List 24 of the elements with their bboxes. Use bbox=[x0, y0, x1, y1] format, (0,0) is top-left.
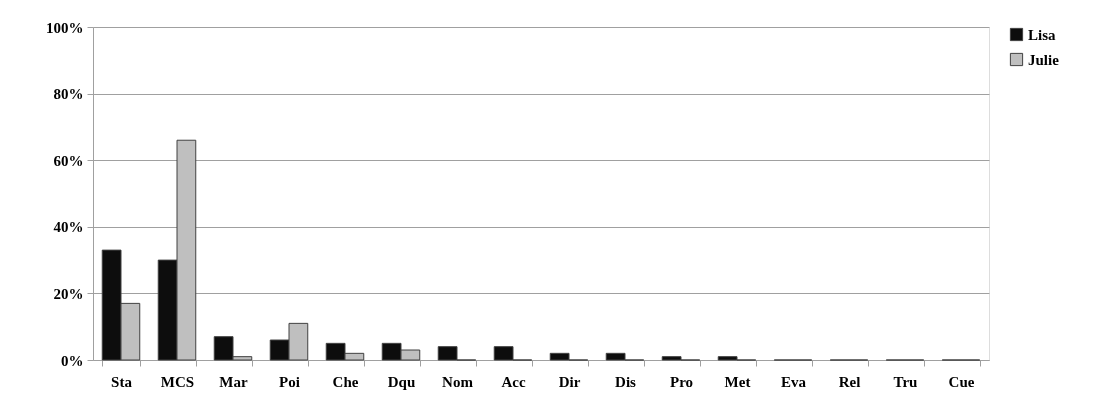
x-tick-label: Mar bbox=[219, 373, 248, 390]
x-tick-label: Poi bbox=[279, 373, 300, 390]
x-tick-label: Rel bbox=[838, 373, 861, 390]
x-tick-label: Eva bbox=[780, 373, 807, 390]
x-tick-label: MCS bbox=[160, 373, 195, 390]
x-tick-label: Sta bbox=[111, 373, 133, 390]
y-tick-label: 60% bbox=[53, 152, 84, 169]
x-tick-label: Dir bbox=[558, 373, 581, 390]
x-tick-label: Met bbox=[724, 373, 751, 390]
y-tick-label: 20% bbox=[53, 285, 84, 302]
x-tick-label: Nom bbox=[442, 373, 474, 390]
legend-label: Julie bbox=[1028, 51, 1060, 68]
x-tick-label: Che bbox=[332, 373, 359, 390]
y-tick-label: 100% bbox=[46, 19, 84, 36]
x-tick-label: Pro bbox=[669, 373, 694, 390]
x-tick-label: Cue bbox=[948, 373, 975, 390]
x-tick-label: Dis bbox=[615, 373, 637, 390]
x-tick-label: Tru bbox=[893, 373, 918, 390]
legend-label: Lisa bbox=[1028, 26, 1057, 43]
x-tick-label: Dqu bbox=[387, 373, 416, 390]
y-tick-label: 0% bbox=[61, 352, 84, 369]
x-tick-label: Acc bbox=[501, 373, 526, 390]
y-tick-label: 80% bbox=[53, 86, 84, 103]
y-tick-label: 40% bbox=[53, 219, 84, 236]
